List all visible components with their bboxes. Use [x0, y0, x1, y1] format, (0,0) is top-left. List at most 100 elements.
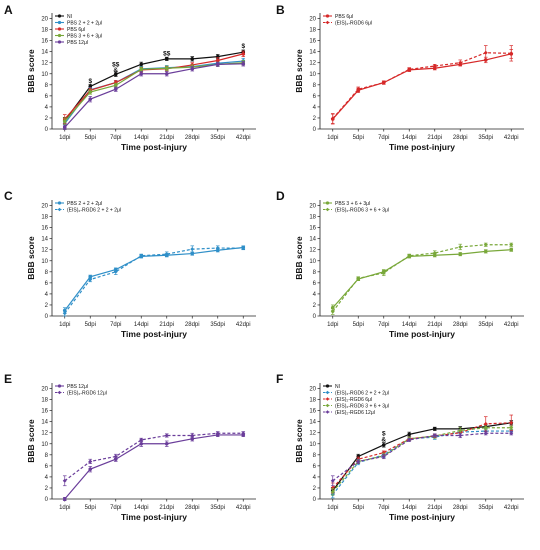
y-tick-label: 10	[41, 72, 48, 78]
y-tick-label: 6	[45, 281, 49, 287]
legend-label: PBS 6μl	[67, 27, 85, 33]
significance-annotation: $	[88, 78, 92, 85]
data-point	[432, 433, 437, 438]
y-tick-label: 12	[309, 431, 316, 437]
y-tick-label: 4	[313, 105, 317, 111]
x-tick-label: 21dpi	[159, 135, 174, 141]
legend-label: (EIS)₂-RGD6 6μl	[335, 397, 372, 403]
y-tick-label: 8	[45, 453, 49, 459]
y-tick-label: 14	[41, 50, 48, 56]
legend-label: PBS 3 + 6 + 3μl	[335, 201, 370, 207]
series-line	[332, 432, 512, 482]
y-tick-label: 6	[45, 464, 49, 470]
data-point	[139, 62, 144, 67]
x-tick-label: 42dpi	[504, 505, 519, 511]
x-tick-label: 35dpi	[478, 135, 493, 141]
series-line	[332, 244, 512, 312]
series-2	[330, 45, 514, 124]
data-point	[88, 467, 93, 471]
significance-annotation: $$	[112, 62, 120, 69]
x-axis-title: Time post-injury	[121, 142, 187, 152]
data-point	[458, 428, 463, 433]
x-tick-label: 1dpi	[327, 135, 338, 141]
series-line	[64, 432, 244, 482]
legend-label: (EIS)₂-RGD6 2 + 2 + 2μl	[335, 390, 389, 396]
y-tick-label: 16	[309, 226, 316, 232]
data-point	[190, 433, 195, 438]
series-line	[332, 52, 512, 119]
panel-letter: F	[276, 372, 283, 386]
legend-swatch-marker	[325, 384, 330, 388]
x-tick-label: 14dpi	[402, 505, 417, 511]
legend-swatch-marker	[57, 390, 62, 395]
legend-label: NI	[335, 384, 340, 390]
x-tick-label: 28dpi	[185, 505, 200, 511]
data-point	[458, 60, 463, 65]
x-tick-label: 42dpi	[504, 322, 519, 328]
y-tick-label: 20	[309, 387, 316, 393]
data-point	[509, 431, 514, 436]
y-tick-label: 0	[313, 497, 317, 503]
y-tick-label: 20	[41, 387, 48, 393]
series-2	[62, 431, 246, 487]
y-tick-label: 0	[313, 314, 317, 320]
data-point	[164, 66, 169, 71]
y-tick-label: 4	[45, 105, 49, 111]
y-axis-title: BBB score	[26, 236, 36, 280]
legend-swatch-marker	[57, 40, 62, 44]
chart-panel-f: F 0 2 4 6 8 10 12 14 16 18 20 1dpi 5dpi 7dpi 14dpi 21dpi…	[276, 372, 524, 522]
data-point	[215, 431, 220, 436]
y-tick-label: 8	[313, 83, 317, 89]
y-tick-label: 14	[309, 237, 316, 243]
x-tick-label: 7dpi	[110, 505, 121, 511]
y-tick-label: 20	[309, 17, 316, 23]
data-point	[458, 252, 463, 256]
series-5	[330, 431, 514, 487]
y-tick-label: 10	[309, 259, 316, 265]
legend: NI(EIS)₂-RGD6 2 + 2 + 2μl(EIS)₂-RGD6 6μl…	[323, 384, 389, 416]
data-point	[483, 50, 488, 55]
data-point	[483, 421, 488, 426]
y-tick-label: 16	[309, 39, 316, 45]
y-tick-label: 2	[45, 303, 49, 309]
data-point	[407, 432, 412, 437]
significance-annotation: $	[241, 43, 245, 50]
y-tick-label: 18	[41, 215, 48, 221]
y-tick-label: 4	[313, 475, 317, 481]
y-axis-title: BBB score	[294, 419, 304, 463]
data-point	[458, 244, 463, 249]
x-tick-label: 14dpi	[134, 135, 149, 141]
x-tick-label: 7dpi	[378, 135, 389, 141]
data-point	[330, 478, 335, 483]
y-tick-label: 2	[313, 486, 317, 492]
y-tick-label: 8	[45, 270, 49, 276]
data-point	[483, 431, 488, 436]
y-tick-label: 20	[41, 17, 48, 23]
data-point	[215, 62, 220, 67]
y-axis-title: BBB score	[294, 236, 304, 280]
y-tick-label: 6	[313, 94, 317, 100]
x-tick-label: 42dpi	[236, 322, 251, 328]
y-tick-label: 0	[45, 497, 49, 503]
data-point	[139, 437, 144, 442]
y-tick-label: 8	[313, 270, 317, 276]
x-tick-label: 14dpi	[134, 505, 149, 511]
data-point	[381, 450, 386, 455]
data-point	[483, 425, 488, 430]
chart-panel-e: E 0 2 4 6 8 10 12 14 16 18 20 1dpi 5dpi 7dpi 14dpi 21dpi…	[4, 372, 256, 522]
data-point	[113, 454, 118, 459]
chart-panel-d: D 0 2 4 6 8 10 12 14 16 18 20 1dpi 5dpi 7dpi 14dpi 21dpi…	[276, 189, 524, 339]
y-tick-label: 20	[41, 204, 48, 210]
data-point	[381, 443, 386, 447]
y-tick-label: 8	[45, 83, 49, 89]
data-point	[164, 433, 169, 438]
chart-panel-c: C 0 2 4 6 8 10 12 14 16 18 20 1dpi 5dpi 7dpi 14dpi 21dpi…	[4, 189, 256, 339]
y-tick-label: 10	[41, 259, 48, 265]
x-tick-label: 28dpi	[185, 135, 200, 141]
data-point	[62, 311, 67, 316]
x-tick-label: 21dpi	[427, 505, 442, 511]
data-point	[164, 57, 169, 61]
data-point	[190, 247, 195, 252]
